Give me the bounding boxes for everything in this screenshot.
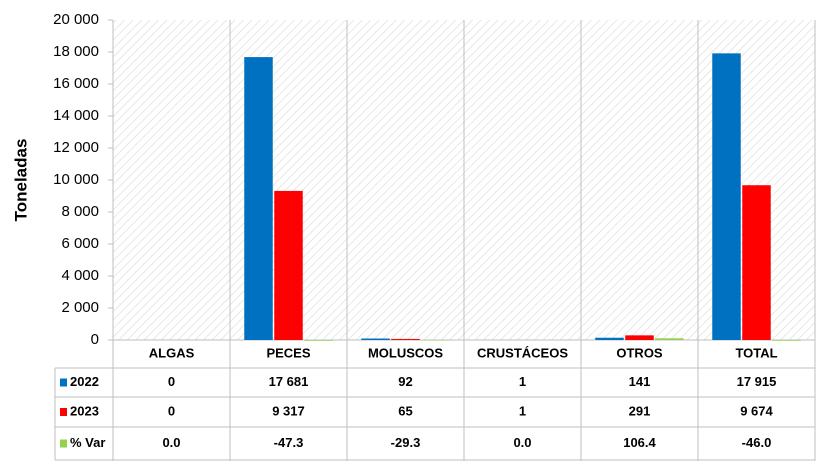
bar: [304, 340, 333, 341]
bar: [274, 190, 303, 340]
bar: [391, 338, 420, 340]
y-tick-label: 12 000: [53, 139, 99, 156]
table-cell: 0.0: [513, 435, 531, 450]
y-tick-label: 6 000: [61, 235, 99, 252]
x-tick-label: TOTAL: [735, 345, 777, 360]
table-cell: -29.3: [391, 435, 421, 450]
table-cell: 141: [629, 374, 651, 389]
y-tick-label: 0: [91, 331, 99, 348]
table-cell: 0: [168, 403, 175, 418]
bar: [361, 338, 390, 340]
legend-label: % Var: [70, 435, 105, 450]
y-tick-label: 14 000: [53, 107, 99, 124]
table-cell: 0: [168, 374, 175, 389]
table-cell: 291: [629, 403, 651, 418]
table-cell: 65: [398, 403, 412, 418]
y-tick-label: 2 000: [61, 299, 99, 316]
bar: [712, 53, 741, 341]
table-cell: 1: [519, 403, 526, 418]
table-cell: 106.4: [623, 435, 656, 450]
table-cell: -46.0: [742, 435, 772, 450]
table-cell: 17 915: [737, 374, 777, 389]
table-cell: 9 674: [740, 403, 773, 418]
bar: [772, 340, 801, 341]
legend-swatch: [60, 378, 67, 387]
bar: [244, 57, 273, 340]
table-cell: 92: [398, 374, 412, 389]
legend-swatch: [60, 408, 67, 416]
y-tick-label: 18 000: [53, 43, 99, 60]
y-tick-label: 10 000: [53, 171, 99, 188]
x-tick-label: CRUSTÁCEOS: [477, 345, 568, 360]
table-cell: 0.0: [162, 435, 180, 450]
y-tick-label: 20 000: [53, 11, 99, 28]
x-tick-label: OTROS: [616, 345, 663, 360]
x-tick-label: MOLUSCOS: [368, 345, 443, 360]
y-tick-label: 4 000: [61, 267, 99, 284]
bar: [742, 185, 771, 340]
table-cell: 17 681: [269, 374, 309, 389]
table-cell: 9 317: [272, 403, 305, 418]
legend-label: 2022: [70, 374, 99, 389]
y-axis-label: Toneladas: [11, 139, 30, 222]
bar: [655, 338, 684, 340]
y-tick-label: 16 000: [53, 75, 99, 92]
bar: [625, 335, 654, 340]
x-tick-label: PECES: [266, 345, 310, 360]
x-tick-label: ALGAS: [149, 345, 195, 360]
legend-label: 2023: [70, 403, 99, 418]
table-cell: 1: [519, 374, 526, 389]
y-tick-label: 8 000: [61, 203, 99, 220]
bar: [595, 337, 624, 340]
table-cell: -47.3: [274, 435, 304, 450]
legend-swatch: [60, 439, 67, 448]
